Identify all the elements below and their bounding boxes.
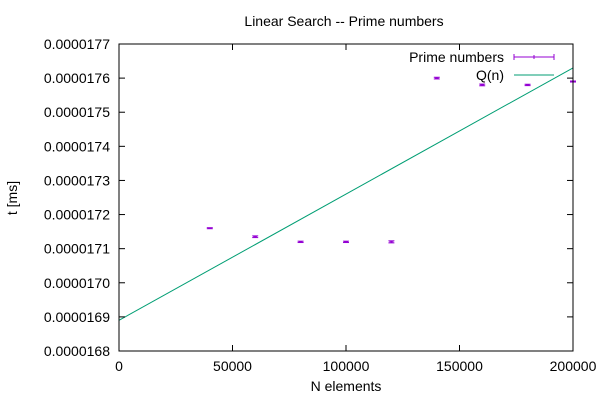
y-tick-label: 0.0000177 [44, 36, 110, 52]
legend-label: Prime numbers [409, 49, 504, 65]
x-tick-label: 100000 [323, 358, 370, 374]
y-tick-label: 0.0000171 [44, 241, 110, 257]
y-tick-label: 0.0000175 [44, 104, 110, 120]
data-point-errorbar [297, 240, 304, 244]
axis-ticks: 0 50000 100000 150000 200000 0.0000168 0.00001… [44, 36, 597, 374]
fit-line-series [118, 67, 574, 321]
y-tick-label: 0.0000173 [44, 172, 110, 188]
y-tick-label: 0.0000169 [44, 309, 110, 325]
x-tick-label: 150000 [436, 358, 483, 374]
y-tick-label: 0.0000168 [44, 343, 110, 359]
data-point-errorbar [433, 76, 440, 80]
data-point-errorbar [479, 83, 486, 87]
plot-area [118, 67, 576, 321]
y-axis-title: t [ms] [4, 181, 20, 215]
y-tick-label: 0.0000172 [44, 207, 110, 223]
legend-label: Q(n) [476, 67, 504, 83]
data-point-errorbar [343, 240, 349, 244]
chart-title: Linear Search -- Prime numbers [244, 13, 443, 29]
x-axis-title: N elements [311, 378, 382, 394]
legend: Prime numbers Q(n) [409, 49, 555, 83]
x-tick-label: 200000 [550, 358, 597, 374]
data-point-errorbar [388, 240, 395, 244]
x-tick-label: 50000 [213, 358, 252, 374]
x-tick-label: 0 [115, 358, 123, 374]
data-point-errorbar [206, 227, 213, 230]
y-tick-label: 0.0000170 [44, 275, 110, 291]
data-point-errorbar [524, 83, 531, 87]
y-tick-label: 0.0000176 [44, 70, 110, 86]
data-point-errorbar [252, 235, 259, 239]
plot-frame [118, 43, 574, 352]
y-tick-label: 0.0000174 [44, 138, 110, 154]
